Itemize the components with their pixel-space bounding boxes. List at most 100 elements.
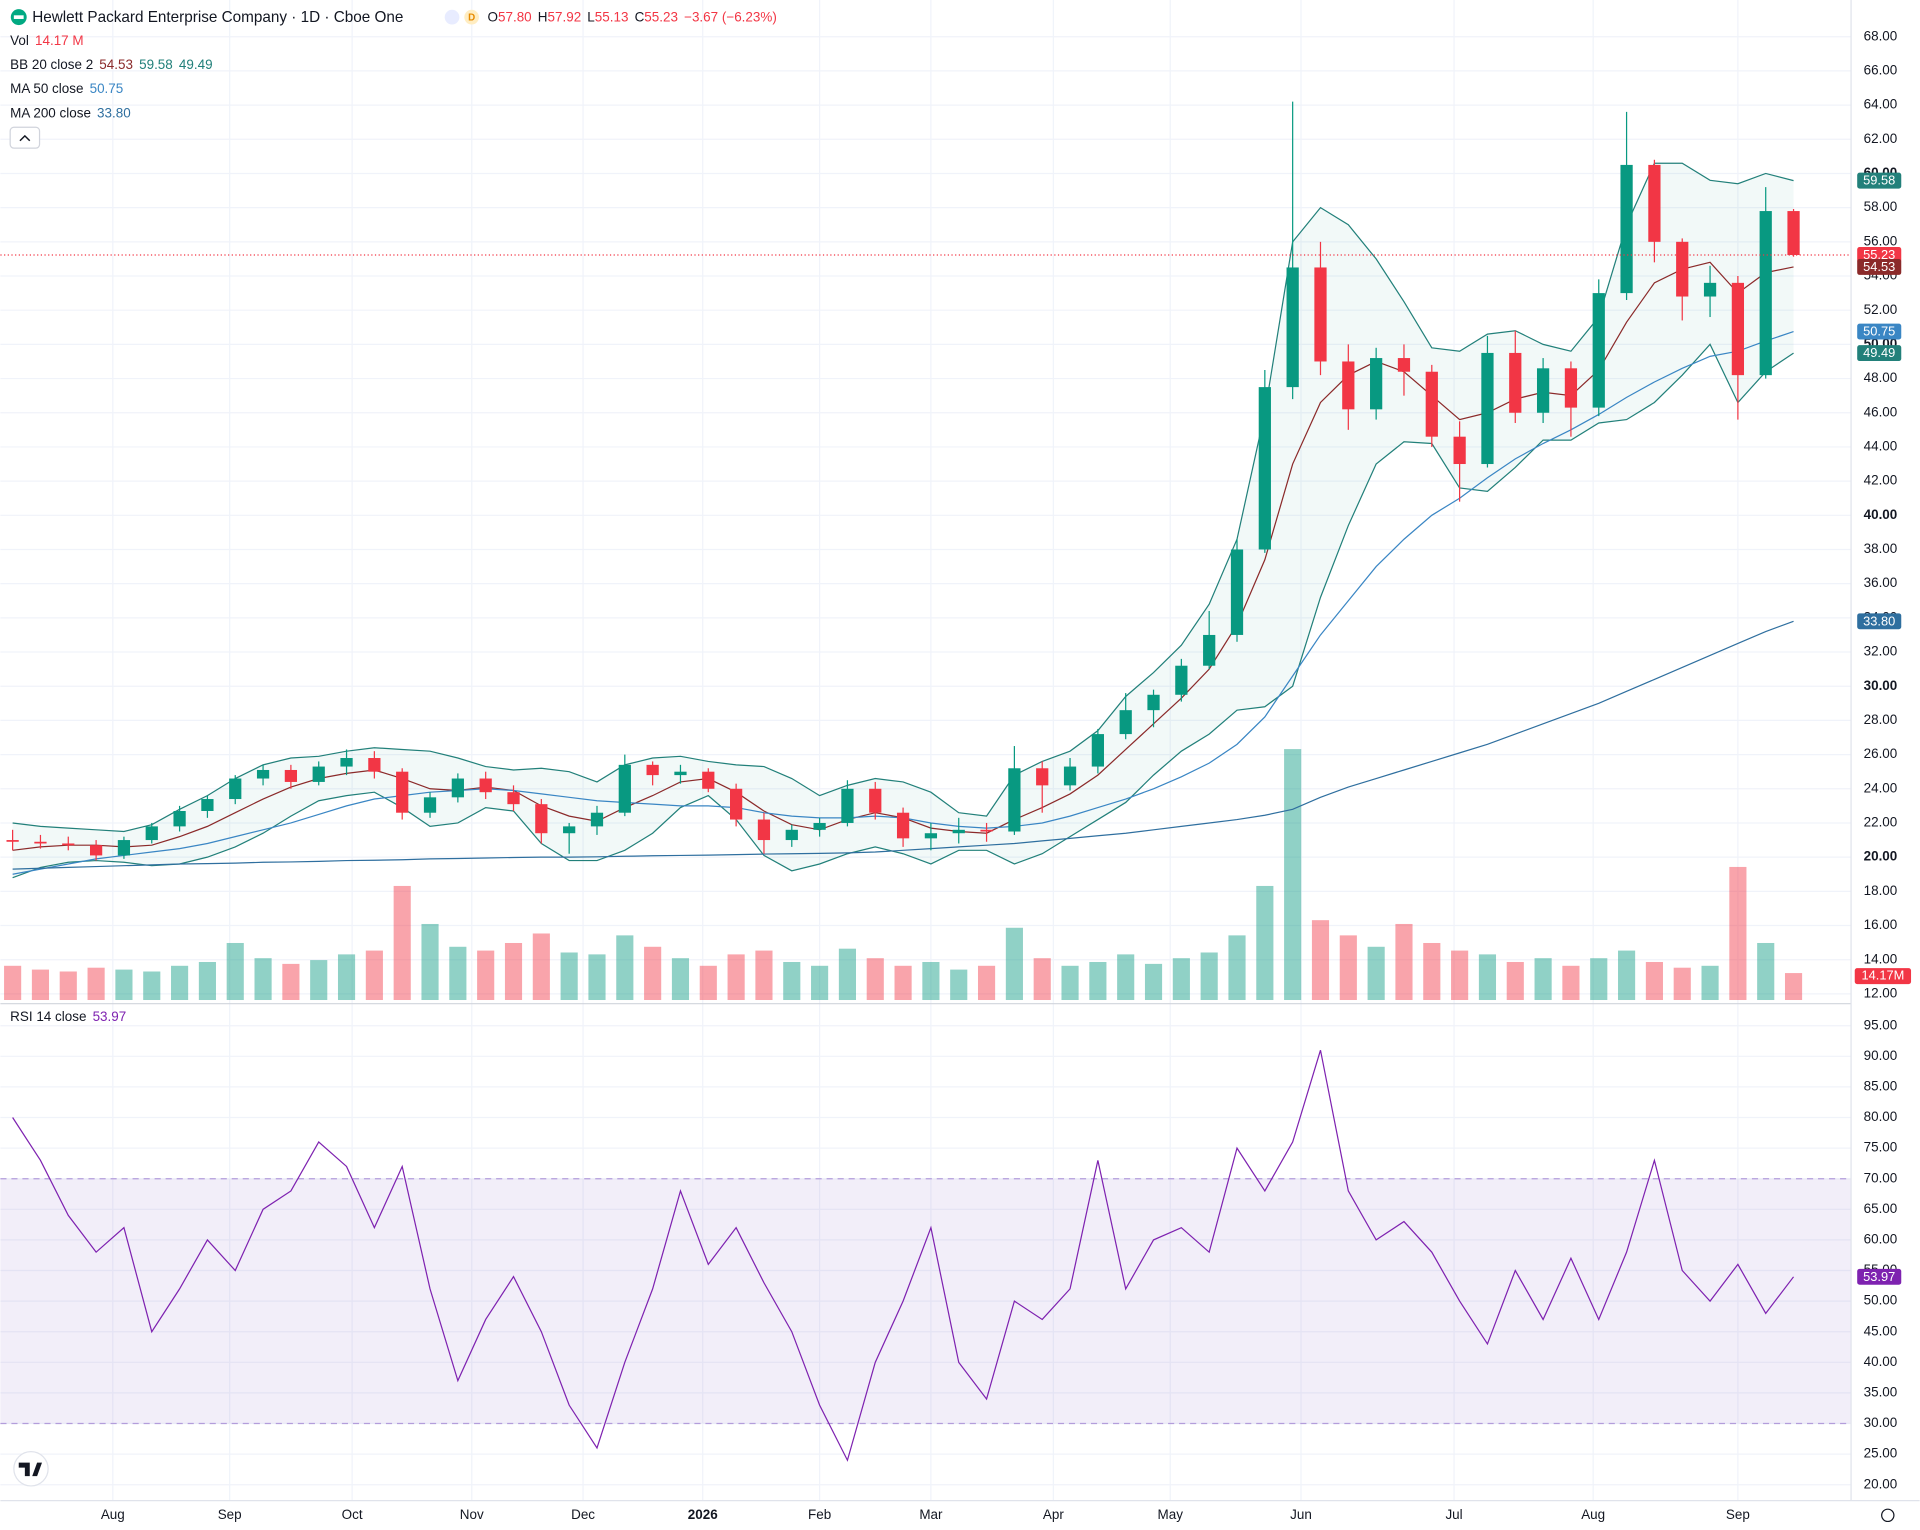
ohlc-value: 55.13 xyxy=(595,9,629,24)
price-badge xyxy=(1857,323,1902,340)
volume-bar xyxy=(1673,967,1691,1001)
logo-mark xyxy=(18,1462,42,1477)
price-badge-label: 59.58 xyxy=(1863,173,1895,188)
volume-bar xyxy=(337,954,356,1001)
candle-body xyxy=(841,788,854,823)
rsi-name: RSI 14 close xyxy=(10,1009,86,1024)
volume-badge-label: 14.17M xyxy=(1861,968,1904,983)
tv-logo xyxy=(13,1451,49,1487)
indicator-name: MA 200 close xyxy=(10,105,91,120)
volume-bar xyxy=(1089,961,1107,1001)
session-icon xyxy=(444,9,460,25)
volume-bar xyxy=(1423,942,1441,1001)
candle-body xyxy=(813,822,826,830)
x-tick-label: Sep xyxy=(1726,1507,1750,1522)
candle-body xyxy=(89,845,103,856)
x-tick-label: Jul xyxy=(1445,1507,1462,1522)
volume-bar xyxy=(560,952,578,1001)
x-tick-label: Nov xyxy=(460,1507,484,1522)
indicator-legend: MA 200 close 33.80 xyxy=(10,105,131,120)
plot xyxy=(0,101,1852,1462)
volume-bar xyxy=(4,965,22,1001)
delay-badge: D xyxy=(468,12,475,23)
candle-body xyxy=(340,758,353,767)
candle-body xyxy=(1592,293,1605,408)
x-tick-label: Sep xyxy=(218,1507,242,1522)
indicator-value: 50.75 xyxy=(90,81,124,96)
candle-body xyxy=(980,829,993,832)
volume-bar xyxy=(477,950,495,1001)
settings-icon[interactable] xyxy=(1881,1508,1895,1523)
y-tick-label: 68.00 xyxy=(1864,28,1898,43)
rsi-tick-label: 65.00 xyxy=(1864,1201,1898,1216)
y-tick-label: 52.00 xyxy=(1864,302,1898,317)
indicator-value: 14.17 M xyxy=(35,33,84,48)
rsi-badge-label: 53.97 xyxy=(1863,1269,1895,1284)
candle-body xyxy=(201,799,214,812)
candle-body xyxy=(1703,282,1717,297)
volume-bar xyxy=(1478,954,1497,1001)
volume-bar xyxy=(699,965,717,1001)
volume-bar xyxy=(1451,950,1469,1001)
volume-bar xyxy=(1033,958,1051,1001)
volume-bar xyxy=(755,950,773,1001)
x-tick-label: Aug xyxy=(1581,1507,1605,1522)
volume-bar xyxy=(922,961,940,1001)
change: −3.67 (−6.23%) xyxy=(684,9,777,24)
price-badge xyxy=(1857,345,1902,362)
candle-body xyxy=(730,788,743,820)
volume-bar xyxy=(1618,950,1636,1001)
volume-bar xyxy=(977,965,996,1001)
delay-icon xyxy=(464,9,479,25)
y-tick-label: 22.00 xyxy=(1864,815,1898,830)
rsi-tick-label: 40.00 xyxy=(1864,1354,1898,1369)
volume-bar xyxy=(87,967,105,1001)
candle-body xyxy=(1536,368,1550,413)
rsi-tick-label: 85.00 xyxy=(1864,1078,1898,1093)
indicator-value: 54.53 xyxy=(99,57,133,72)
collapse-button[interactable] xyxy=(9,126,41,149)
ma200-line xyxy=(12,620,1794,870)
indicator-legend: Vol 14.17 M xyxy=(10,33,83,48)
volume-bar xyxy=(727,954,745,1001)
volume-bar xyxy=(588,954,606,1001)
price-badge xyxy=(1857,247,1902,263)
volume-bar xyxy=(226,942,244,1001)
volume-bar xyxy=(31,969,50,1001)
ohlc-key: O xyxy=(488,9,498,24)
price-badge-label: 33.80 xyxy=(1863,613,1895,628)
volume-bar xyxy=(1311,920,1330,1001)
volume-bar xyxy=(449,946,467,1001)
rsi-value: 53.97 xyxy=(93,1009,127,1024)
rsi-tick-label: 50.00 xyxy=(1864,1293,1898,1308)
gear[interactable] xyxy=(1881,1508,1895,1523)
volume-bar xyxy=(421,923,439,1001)
volume-bar xyxy=(1784,973,1803,1001)
volume-bar xyxy=(950,969,968,1001)
candle-body xyxy=(1648,164,1661,242)
volume-bar xyxy=(1701,965,1719,1001)
rsi-tick-label: 70.00 xyxy=(1864,1170,1898,1185)
volume-bar xyxy=(1729,866,1747,1001)
candle-body xyxy=(1091,734,1104,767)
candle-body xyxy=(952,829,965,834)
candle-body xyxy=(1286,267,1299,388)
candle-body xyxy=(479,778,492,793)
y-tick-label: 16.00 xyxy=(1864,917,1898,932)
volume-bar xyxy=(59,971,77,1001)
y-tick-label: 24.00 xyxy=(1864,780,1898,795)
indicator-name: MA 50 close xyxy=(10,81,83,96)
candle-body xyxy=(1481,352,1494,465)
volume-bar xyxy=(1228,935,1246,1001)
volume-bar xyxy=(1256,885,1274,1001)
y-tick-label: 48.00 xyxy=(1864,370,1898,385)
y-tick-label: 28.00 xyxy=(1864,712,1898,727)
rsi-line xyxy=(12,1050,1795,1462)
candle-body xyxy=(1425,371,1438,437)
symbol-logo-mark xyxy=(13,15,24,19)
y-tick-label: 38.00 xyxy=(1864,541,1898,556)
x-tick-label: Aug xyxy=(101,1507,125,1522)
volume-bar xyxy=(1506,961,1524,1001)
volume-bar xyxy=(811,965,829,1001)
candle-body xyxy=(1203,634,1216,666)
